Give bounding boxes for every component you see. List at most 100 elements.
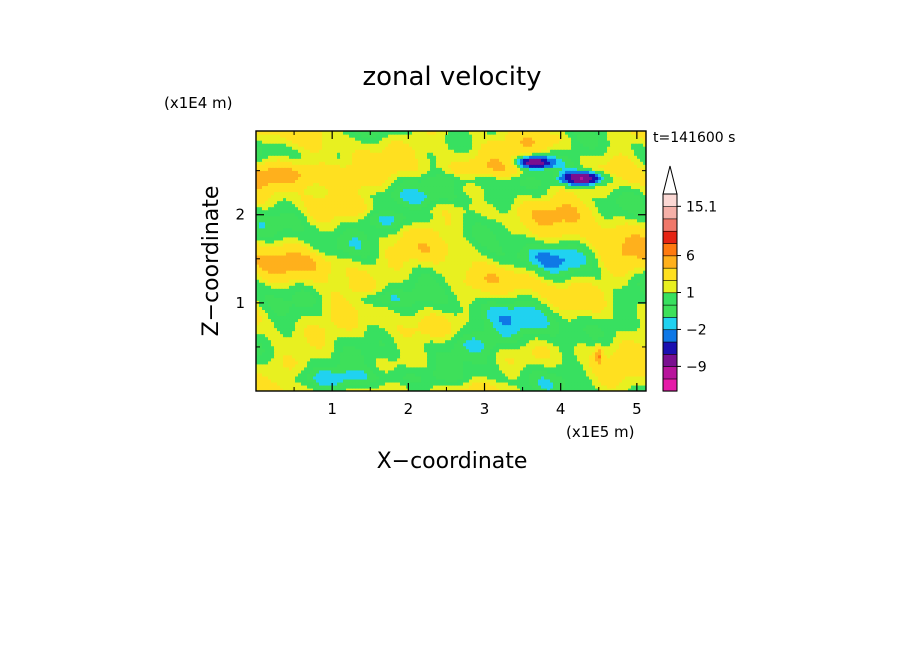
heat-cell <box>397 366 401 371</box>
heat-cell <box>469 294 473 298</box>
heat-cell <box>610 381 614 386</box>
heat-cell <box>550 339 554 344</box>
heat-cell <box>535 285 539 289</box>
heat-cell <box>631 339 635 344</box>
heat-cell <box>274 369 278 374</box>
heat-cell <box>487 291 491 295</box>
heat-cell <box>307 291 311 295</box>
heat-cell <box>493 369 497 374</box>
heat-cell <box>430 360 434 365</box>
heat-cell <box>439 360 443 365</box>
heat-cell <box>628 366 632 371</box>
heat-cell <box>373 318 377 323</box>
heat-cell <box>262 324 266 329</box>
heat-cell <box>424 288 428 292</box>
heat-cell <box>409 339 413 344</box>
heat-cell <box>313 294 317 298</box>
heat-cell <box>523 366 527 371</box>
heat-cell <box>598 381 602 386</box>
heat-cell <box>304 297 308 301</box>
heat-cell <box>481 306 485 310</box>
heat-cell <box>304 381 308 386</box>
heat-cell <box>310 387 314 391</box>
heat-cell <box>373 387 377 391</box>
heat-cell <box>394 324 398 329</box>
heat-cell <box>355 348 359 353</box>
heat-cell <box>397 291 401 295</box>
heat-cell <box>316 282 320 286</box>
heat-cell <box>586 342 590 347</box>
heat-cell <box>529 372 533 377</box>
heat-cell <box>319 351 323 356</box>
heat-cell <box>379 360 383 365</box>
heat-cell <box>640 360 644 365</box>
heat-cell <box>619 306 623 310</box>
heat-cell <box>259 369 263 374</box>
heat-cell <box>508 384 512 389</box>
heat-cell <box>610 354 614 359</box>
heat-cell <box>262 306 266 310</box>
heat-cell <box>409 369 413 374</box>
heat-cell <box>391 291 395 295</box>
heat-cell <box>643 336 646 341</box>
heat-cell <box>511 369 515 374</box>
heat-cell <box>328 315 332 320</box>
heat-cell <box>622 348 626 353</box>
heat-cell <box>592 276 596 280</box>
heat-cell <box>463 330 467 335</box>
heat-cell <box>592 336 596 341</box>
heat-cell <box>535 306 539 310</box>
heat-cell <box>505 363 509 368</box>
heat-cell <box>499 300 503 304</box>
heat-cell <box>262 288 266 292</box>
heat-cell <box>439 309 443 313</box>
heat-cell <box>325 387 329 391</box>
heat-cell <box>517 345 521 350</box>
heat-cell <box>277 339 281 344</box>
heat-cell <box>376 309 380 313</box>
heat-cell <box>355 279 359 283</box>
heat-cell <box>637 360 641 365</box>
heat-cell <box>454 384 458 389</box>
heat-cell <box>361 345 365 350</box>
heat-cell <box>268 312 272 317</box>
heat-cell <box>412 282 416 286</box>
heat-cell <box>349 342 353 347</box>
heat-cell <box>313 357 317 362</box>
heat-cell <box>262 354 266 359</box>
heat-cell <box>481 294 485 298</box>
heat-cell <box>334 369 338 374</box>
heat-cell <box>277 306 281 310</box>
heat-cell <box>328 387 332 391</box>
heat-cell <box>415 336 419 341</box>
heat-cell <box>367 360 371 365</box>
heat-cell <box>634 282 638 286</box>
heat-cell <box>640 345 644 350</box>
heat-cell <box>343 276 347 280</box>
heat-cell <box>271 312 275 317</box>
heat-cell <box>409 273 413 277</box>
heat-cell <box>310 297 314 301</box>
heat-cell <box>616 291 620 295</box>
heat-cell <box>481 339 485 344</box>
heat-cell <box>337 318 341 323</box>
heat-cell <box>598 363 602 368</box>
heat-cell <box>511 285 515 289</box>
heat-cell <box>640 285 644 289</box>
heat-cell <box>514 348 518 353</box>
heat-cell <box>559 276 563 280</box>
heat-cell <box>277 309 281 313</box>
heat-cell <box>583 378 587 383</box>
heat-cell <box>586 360 590 365</box>
heat-cell <box>388 294 392 298</box>
heat-cell <box>319 348 323 353</box>
heat-cell <box>280 369 284 374</box>
heat-cell <box>289 300 293 304</box>
heat-cell <box>484 378 488 383</box>
heat-cell <box>469 318 473 323</box>
heat-cell <box>634 372 638 377</box>
heat-cell <box>490 312 494 317</box>
heat-cell <box>508 366 512 371</box>
heat-cell <box>292 378 296 383</box>
heat-cell <box>307 357 311 362</box>
